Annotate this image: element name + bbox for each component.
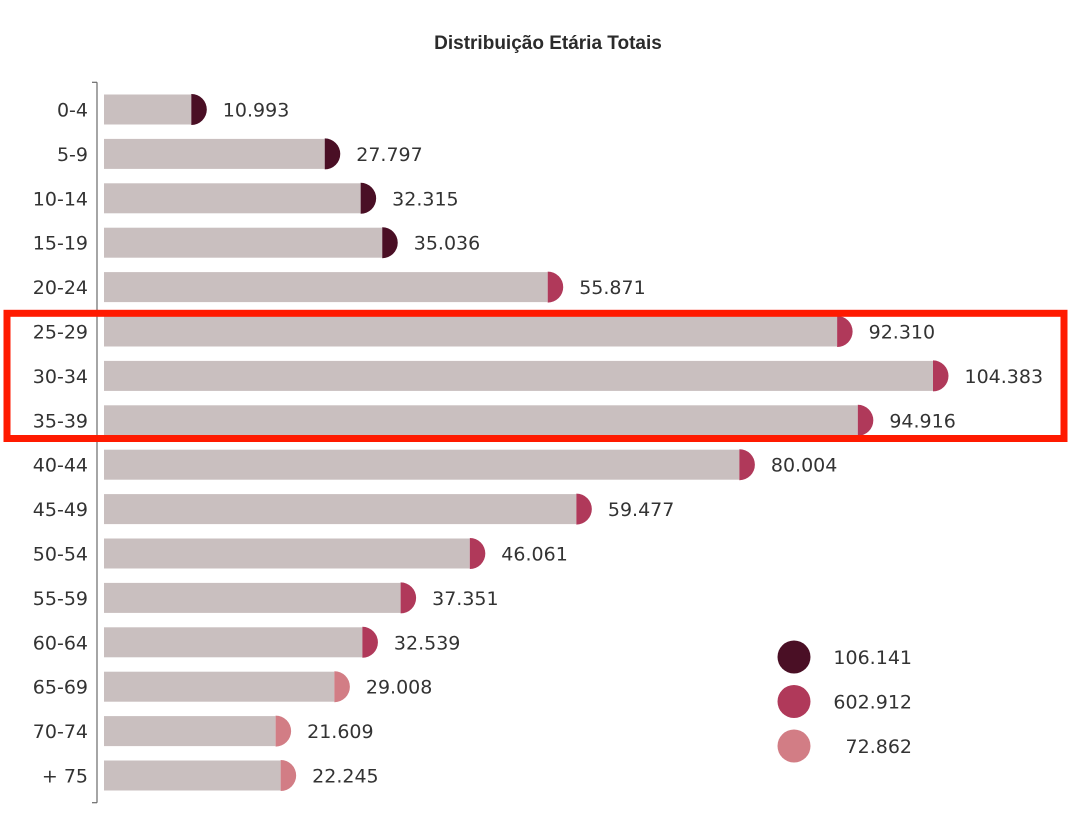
bar-cap	[857, 404, 874, 436]
bar-cap	[739, 449, 755, 481]
bar	[104, 94, 192, 125]
value-label: 21.609	[307, 721, 373, 743]
bar	[104, 360, 933, 391]
bar	[104, 138, 325, 169]
category-label: 15-19	[33, 233, 88, 255]
category-label: 20-24	[33, 277, 88, 299]
bar	[104, 671, 335, 702]
bar	[104, 760, 281, 791]
value-label: 46.061	[501, 544, 567, 566]
value-label: 10.993	[223, 100, 289, 122]
value-label: 22.245	[312, 766, 378, 788]
bar	[104, 405, 858, 436]
bar	[104, 449, 740, 480]
bar-cap	[837, 316, 853, 347]
bar-cap	[362, 626, 378, 658]
category-label: 10-14	[33, 188, 88, 210]
category-label: 50-54	[33, 544, 88, 566]
category-label: 25-29	[33, 322, 88, 344]
bar-cap	[280, 760, 297, 791]
category-axis	[92, 81, 98, 804]
legend-marker	[777, 685, 811, 718]
value-label: 37.351	[432, 588, 498, 610]
legend-marker	[777, 729, 811, 763]
bar	[104, 272, 548, 303]
value-label: 59.477	[608, 499, 674, 521]
category-label: 65-69	[33, 677, 88, 699]
bar	[104, 538, 470, 569]
bar	[104, 494, 577, 525]
legend-marker	[777, 640, 811, 674]
value-label: 104.383	[965, 366, 1044, 388]
bar-cap	[275, 715, 292, 747]
category-label: + 75	[42, 766, 88, 788]
bar-cap	[469, 538, 486, 569]
bar	[104, 227, 383, 258]
value-label: 27.797	[356, 144, 422, 166]
bar-cap	[576, 493, 592, 525]
bar-cap	[334, 671, 350, 703]
chart-title: Distribuição Etária Totais	[434, 33, 662, 54]
category-label: 70-74	[33, 721, 88, 743]
legend: 106.141 602.912 72.862	[777, 640, 912, 763]
value-label: 32.539	[394, 632, 460, 654]
bar	[104, 627, 363, 658]
category-label: 5-9	[57, 144, 88, 166]
bar	[104, 582, 401, 613]
category-label: 60-64	[33, 632, 88, 654]
bars-group	[104, 94, 949, 791]
category-label: 0-4	[57, 100, 88, 122]
labels-group: 0-4 10.993 5-9 27.797 10-14 32.315 15-19 35.036…	[33, 100, 1043, 788]
bar-cap	[360, 182, 377, 214]
category-label: 35-39	[33, 410, 88, 432]
bar	[104, 716, 276, 747]
legend-label: 602.912	[833, 692, 912, 714]
bar	[104, 316, 838, 347]
bar-cap	[324, 138, 341, 170]
category-label: 30-34	[33, 366, 88, 388]
value-label: 55.871	[579, 277, 645, 299]
highlight-box	[3, 309, 1068, 442]
value-label: 94.916	[889, 410, 955, 432]
category-label: 45-49	[33, 499, 88, 521]
legend-label: 106.141	[833, 647, 912, 669]
bar-cap	[933, 360, 949, 392]
bar-cap	[382, 227, 398, 259]
bar	[104, 183, 361, 214]
bar-cap	[547, 271, 564, 303]
category-label: 40-44	[33, 455, 88, 477]
value-label: 35.036	[414, 233, 480, 255]
value-label: 80.004	[771, 455, 837, 477]
bar-cap	[191, 94, 207, 125]
category-label: 55-59	[33, 588, 88, 610]
value-label: 92.310	[869, 322, 935, 344]
bar-cap	[400, 582, 417, 614]
value-label: 32.315	[392, 188, 458, 210]
legend-label: 72.862	[846, 736, 912, 758]
value-label: 29.008	[366, 677, 432, 699]
